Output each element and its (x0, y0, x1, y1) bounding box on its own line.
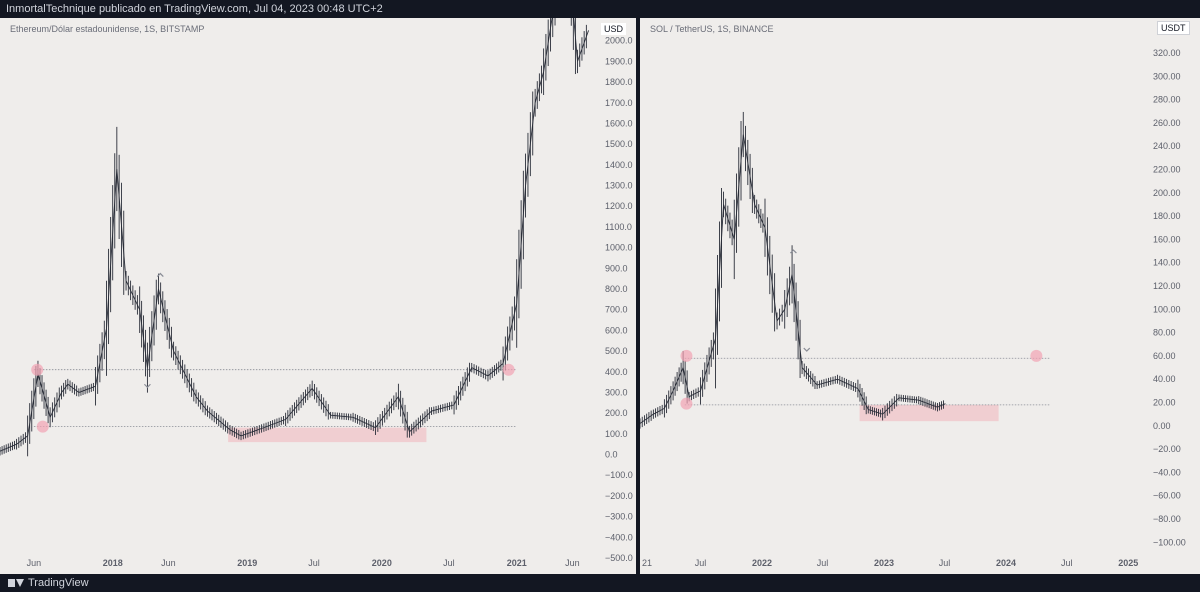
sol-x-tick-label: 2022 (752, 558, 772, 568)
eth-y-tick-label: 300.0 (605, 387, 628, 397)
eth-y-tick-label: 1700.0 (605, 98, 633, 108)
eth-y-tick-label: −200.0 (605, 491, 633, 501)
eth-x-tick-label: 2019 (237, 558, 257, 568)
sol-chart-title: SOL / TetherUS, 1S, BINANCE (650, 24, 774, 34)
sol-y-tick-label: −20.00 (1153, 444, 1181, 454)
eth-y-tick-label: 600.0 (605, 325, 628, 335)
sol-chart-panel[interactable]: 320.00 300.00 280.00 260.00 240.00 220.00 200.… (640, 18, 1200, 574)
sol-y-tick-label: 160.00 (1153, 234, 1181, 244)
eth-y-tick-label: 1900.0 (605, 56, 633, 66)
panel-divider[interactable] (636, 18, 640, 574)
eth-chart-panel[interactable]: 2000.0 1900.0 1800.0 1700.0 1600.0 1500.0 1400… (0, 18, 636, 574)
eth-y-tick-label: 1400.0 (605, 160, 633, 170)
sol-y-tick-label: −100.00 (1153, 537, 1186, 547)
sol-x-tick-label: Jul (939, 558, 951, 568)
sol-y-tick-label: 240.00 (1153, 141, 1181, 151)
eth-y-tick-label: 1100.0 (605, 222, 632, 232)
eth-x-tick-label: Jun (565, 558, 580, 568)
sol-y-tick-label: 180.00 (1153, 211, 1181, 221)
eth-y-tick-label: −300.0 (605, 512, 633, 522)
eth-currency-label: USD (601, 23, 627, 35)
sol-x-tick-label: Jul (817, 558, 829, 568)
sol-y-tick-label: −60.00 (1153, 491, 1181, 501)
eth-x-tick-label: 2021 (507, 558, 527, 568)
eth-y-tick-label: 2000.0 (605, 36, 633, 46)
eth-y-tick-label: 1300.0 (605, 181, 633, 191)
publish-header: InmortalTechnique publicado en TradingVi… (0, 0, 1200, 18)
eth-y-tick-label: 1200.0 (605, 201, 633, 211)
eth-chart-title: Ethereum/Dólar estadounidense, 1S, BITST… (10, 24, 205, 34)
eth-support-zone (228, 427, 427, 443)
sol-chevron-down (803, 347, 811, 352)
eth-y-tick-label: −100.0 (605, 470, 633, 480)
sol-y-tick-label: 40.00 (1153, 374, 1176, 384)
sol-chevron-up (789, 249, 797, 254)
eth-y-tick-label: 1800.0 (605, 77, 633, 87)
sol-y-tick-label: 80.00 (1153, 328, 1176, 338)
sol-circle-marker-2 (1030, 349, 1043, 362)
eth-y-tick-label: 1600.0 (605, 118, 633, 128)
eth-y-tick-label: 900.0 (605, 263, 628, 273)
sol-x-tick-label: Jul (695, 558, 707, 568)
eth-y-tick-label: −400.0 (605, 532, 633, 542)
eth-circle-marker-2 (502, 363, 515, 376)
eth-y-tick-label: 500.0 (605, 346, 628, 356)
eth-x-tick-label: Jul (308, 558, 320, 568)
sol-price-series (640, 134, 946, 424)
eth-y-tick-label: 100.0 (605, 429, 628, 439)
sol-support-zone (859, 404, 999, 422)
sol-chart-svg[interactable]: 320.00 300.00 280.00 260.00 240.00 220.00 200.… (640, 18, 1200, 574)
sol-y-tick-label: 140.00 (1153, 258, 1181, 268)
sol-y-tick-label: 200.00 (1153, 188, 1181, 198)
eth-circle-marker-1 (36, 420, 49, 433)
eth-circle-marker-0 (31, 363, 44, 376)
eth-y-tick-label: 1000.0 (605, 243, 633, 253)
footer-bar: TradingView (0, 574, 1200, 592)
eth-x-tick-label: Jul (443, 558, 455, 568)
eth-x-tick-label: Jun (27, 558, 42, 568)
sol-circle-marker-0 (680, 349, 693, 362)
eth-price-axis (600, 18, 636, 574)
eth-chevron-down (143, 383, 151, 389)
eth-y-tick-label: 0.0 (605, 450, 618, 460)
sol-y-tick-label: 320.00 (1153, 48, 1181, 58)
sol-y-tick-label: 300.00 (1153, 71, 1181, 81)
sol-y-tick-label: 20.00 (1153, 398, 1176, 408)
sol-currency-label: USDT (1157, 21, 1190, 35)
sol-x-tick-label: Jul (1061, 558, 1073, 568)
eth-x-tick-label: 2018 (103, 558, 123, 568)
sol-y-tick-label: 280.00 (1153, 95, 1181, 105)
footer-brand: TradingView (28, 577, 89, 589)
sol-y-tick-label: 0.00 (1153, 421, 1171, 431)
sol-y-tick-label: 220.00 (1153, 164, 1181, 174)
sol-y-tick-label: 120.00 (1153, 281, 1181, 291)
sol-y-tick-label: 260.00 (1153, 118, 1181, 128)
sol-x-tick-label: 2023 (874, 558, 894, 568)
tradingview-logo-icon (8, 578, 24, 588)
sol-price-axis (1148, 18, 1200, 574)
eth-y-tick-label: 800.0 (605, 284, 628, 294)
sol-y-tick-label: 100.00 (1153, 304, 1181, 314)
eth-x-tick-label: Jun (161, 558, 176, 568)
sol-x-tick-label: 2024 (996, 558, 1016, 568)
eth-y-tick-label: 200.0 (605, 408, 628, 418)
eth-chevron-up (156, 272, 164, 277)
sol-y-tick-label: −40.00 (1153, 467, 1181, 477)
eth-y-tick-label: 400.0 (605, 367, 628, 377)
sol-circle-marker-1 (680, 397, 693, 410)
sol-y-tick-label: 60.00 (1153, 351, 1176, 361)
eth-y-tick-label: 1500.0 (605, 139, 633, 149)
eth-chart-svg[interactable]: 2000.0 1900.0 1800.0 1700.0 1600.0 1500.0 1400… (0, 18, 636, 574)
eth-y-tick-label: −500.0 (605, 553, 633, 563)
eth-price-series (0, 18, 589, 452)
sol-x-tick-label: 2025 (1118, 558, 1138, 568)
sol-y-tick-label: −80.00 (1153, 514, 1181, 524)
eth-y-tick-label: 700.0 (605, 305, 628, 315)
eth-x-tick-label: 2020 (372, 558, 392, 568)
sol-x-tick-label: 21 (642, 558, 652, 568)
